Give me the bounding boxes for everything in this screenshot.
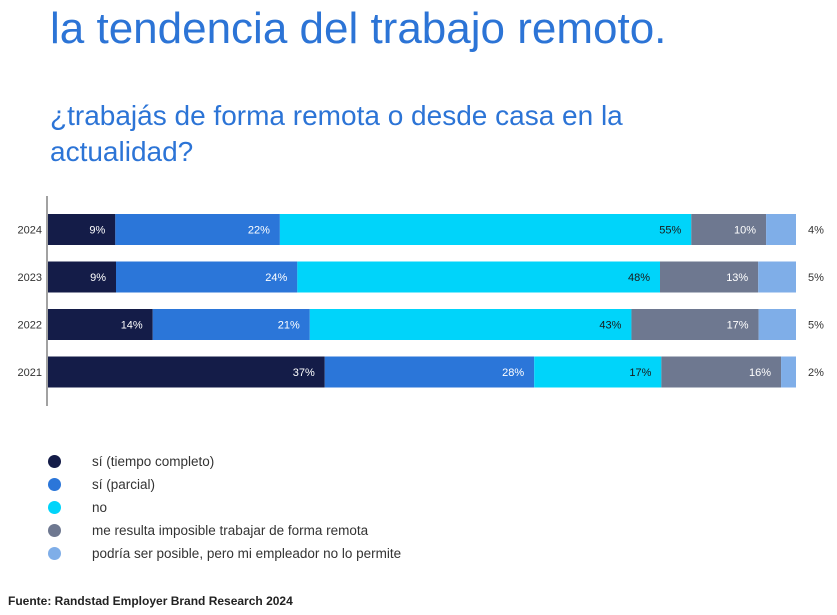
- y-tick-label: 2024: [18, 225, 42, 237]
- bar-segment: [781, 356, 796, 388]
- legend-dot-icon: [48, 478, 61, 491]
- data-label: 5%: [808, 320, 824, 332]
- data-label: 13%: [726, 272, 748, 284]
- bar-segment: [691, 214, 767, 245]
- bar-segment: [116, 261, 298, 293]
- legend-dot-icon: [48, 524, 61, 537]
- data-label: 2%: [808, 367, 824, 379]
- bar-segment: [758, 309, 796, 340]
- chart-question: ¿trabajás de forma remota o desde casa e…: [50, 100, 623, 167]
- bar-segment: [534, 356, 662, 388]
- bar-segment: [309, 309, 632, 340]
- bar-segment: [279, 214, 692, 245]
- bar-segment: [297, 261, 660, 293]
- legend-label: sí (tiempo completo): [92, 454, 215, 469]
- data-label: 9%: [89, 225, 105, 237]
- data-label: 28%: [502, 367, 524, 379]
- data-label: 55%: [659, 225, 681, 237]
- legend-label: sí (parcial): [92, 477, 156, 492]
- legend-dot-icon: [48, 455, 61, 468]
- legend-dot-icon: [48, 547, 61, 560]
- bar-segment: [324, 356, 535, 388]
- data-label: 10%: [734, 225, 756, 237]
- bar-segment: [48, 356, 325, 388]
- bar-segment: [631, 309, 759, 340]
- data-label: 14%: [121, 320, 143, 332]
- data-label: 48%: [628, 272, 650, 284]
- bar-segment: [48, 261, 116, 293]
- bar-segment: [115, 214, 280, 245]
- bar-segment: [48, 309, 153, 340]
- data-label: 37%: [293, 367, 315, 379]
- legend-dot-icon: [48, 501, 61, 514]
- data-label: 5%: [808, 272, 824, 284]
- data-label: 22%: [248, 225, 270, 237]
- legend-label: podría ser posible, pero mi empleador no…: [92, 546, 402, 561]
- data-label: 4%: [808, 225, 824, 237]
- data-label: 43%: [599, 320, 621, 332]
- data-label: 21%: [278, 320, 300, 332]
- data-label: 9%: [90, 272, 106, 284]
- data-label: 16%: [749, 367, 771, 379]
- data-label: 17%: [727, 320, 749, 332]
- bar-segment: [766, 214, 796, 245]
- stacked-bar-chart: 2024 9% 22% 55% 10% 4% 2023 9% 24% 48% 13% 5% 2022 14…: [18, 196, 824, 406]
- legend-label: no: [92, 500, 108, 515]
- data-label: 24%: [265, 272, 287, 284]
- bar-segment: [48, 214, 116, 245]
- bar-segment: [661, 356, 782, 388]
- data-label: 17%: [629, 367, 651, 379]
- legend-label: me resulta imposible trabajar de forma r…: [92, 523, 369, 538]
- source-note: Fuente: Randstad Employer Brand Research…: [8, 594, 293, 608]
- y-tick-label: 2023: [18, 272, 42, 284]
- page-title: la tendencia del trabajo remoto.: [50, 4, 667, 53]
- bar-segment: [660, 261, 759, 293]
- bar-segment: [758, 261, 796, 293]
- y-tick-label: 2022: [18, 320, 42, 332]
- bar-segment: [152, 309, 310, 340]
- y-tick-label: 2021: [18, 367, 42, 379]
